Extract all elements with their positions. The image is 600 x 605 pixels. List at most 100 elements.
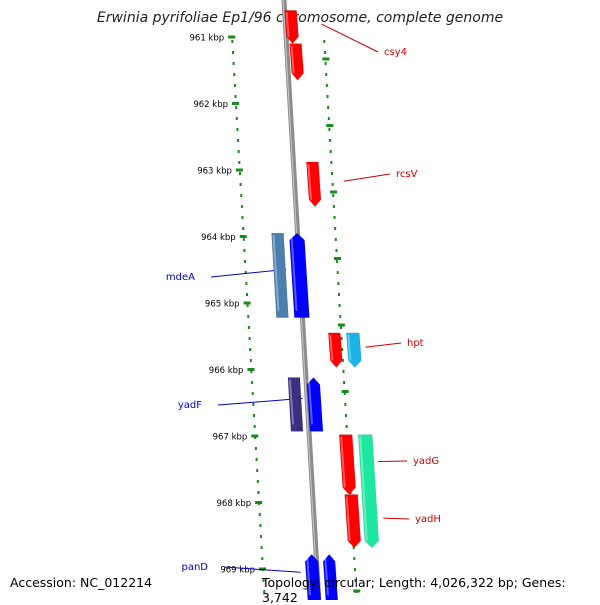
scale-tick [259,567,267,571]
scale-dot-left [257,491,260,494]
scale-dot-right [330,172,333,175]
map-title: Erwinia pyrifoliae Ep1/96 chromosome, co… [96,10,504,26]
scale-dot-left [260,535,263,538]
scale-dot-left [256,469,259,472]
scale-dot-right [345,425,348,428]
scale-tick-right [341,390,349,393]
scale-dot-left [245,282,248,285]
scale-dot-left [262,579,265,582]
scale-dot-right [324,62,327,65]
scale-dot-right [337,282,340,285]
scale-dot-left [237,139,240,142]
scale-dot-right [331,183,334,186]
gene-label-leader [365,342,402,348]
scale-dot-left [233,73,236,76]
gene-block-shine [288,379,295,425]
gene-label-leader [321,23,379,53]
gene-yadG [338,434,356,495]
scale-dot-right [353,568,356,571]
gene-label-leader [383,517,410,520]
scale-dot-left [259,524,262,527]
gene-label-rcsV: rcsV [396,169,418,180]
scale-tick [228,35,236,39]
scale-dot-left [231,51,234,54]
scale-tick-label: 968 kbp [217,499,252,509]
scale-dot-right [342,370,345,373]
scale-dot-right [326,95,329,98]
scale-tick [243,301,251,305]
scale-dot-left [234,95,237,98]
gene-label-csy4: csy4 [384,47,407,58]
topology-label: Topology: circular; Length: 4,026,322 bp… [262,575,566,605]
gene-block [271,232,289,318]
scale-dot-left [248,337,251,340]
scale-tick-right [326,124,334,127]
gene-panD [304,554,322,600]
scale-dot-left [236,128,239,131]
scale-tick-label: 961 kbp [190,34,225,44]
scale-dot-left [255,458,258,461]
scale-dot-left [258,513,261,516]
scale-dot-right [352,546,355,549]
gene-rcsV-shine [307,164,312,200]
scale-tick-label: 965 kbp [205,300,240,310]
scale-dot-right [343,381,346,384]
scale-dot-right [325,84,328,87]
gene-block [289,43,304,81]
scale-dot-right [332,205,335,208]
gene-label-hpt: hpt [407,338,424,349]
gene-rcsV [306,161,322,207]
scale-dot-right [332,194,335,197]
gene-yadG-shine [340,436,346,488]
gene-block [322,553,339,600]
gene-label-mdeA: mdeA [166,272,195,283]
gene-block-shine [359,436,368,541]
scale-tick-right [333,257,341,260]
gene-csy4-shine [285,12,290,37]
scale-dot-left [247,326,250,329]
gene-yadH-shine [345,496,351,541]
scale-tick-right [322,57,330,61]
scale-dot-left [254,447,257,450]
scale-dot-right [334,238,337,241]
scale-dot-left [235,117,238,120]
scale-tick [232,102,240,105]
scale-dot-right [336,271,339,274]
scale-dot-right [327,117,330,120]
scale-dot-right [339,326,342,329]
scale-dot-left [238,172,241,175]
scale-dot-left [261,557,264,560]
scale-dot-left [242,238,245,241]
scale-dot-left [232,62,235,65]
scale-dot-right [354,579,357,582]
gene-mdeA-shine [290,235,298,311]
scale-dot-right [336,260,339,263]
scale-dot-left [247,315,250,318]
scale-dot-right [329,150,332,153]
gene-label-yadH: yadH [415,514,441,525]
scale-dot-left [241,216,244,219]
gene-label-leader [377,460,408,463]
scale-dot-right [330,161,333,164]
scale-tick-label: 962 kbp [193,100,228,110]
scale-tick [251,434,259,438]
gene-yadF [306,377,324,432]
gene-block-shine [347,334,352,361]
scale-dot-left [239,183,242,186]
accession-label: Accession: NC_012214 [10,575,153,590]
gene-label-panD: panD [181,562,208,573]
gene-panD-shine [306,556,311,596]
scale-dot-left [250,370,253,373]
scale-dot-right [329,139,332,142]
scale-dot-right [344,403,347,406]
scale-dot-left [260,546,263,549]
gene-label-leader [210,268,287,278]
gene-label-leader [217,397,303,406]
scale-dot-left [249,348,252,351]
scale-dot-left [244,260,247,263]
scale-dot-left [231,40,234,43]
gene-block [357,434,380,549]
scale-dot-right [333,216,336,219]
scale-dot-left [252,403,255,406]
